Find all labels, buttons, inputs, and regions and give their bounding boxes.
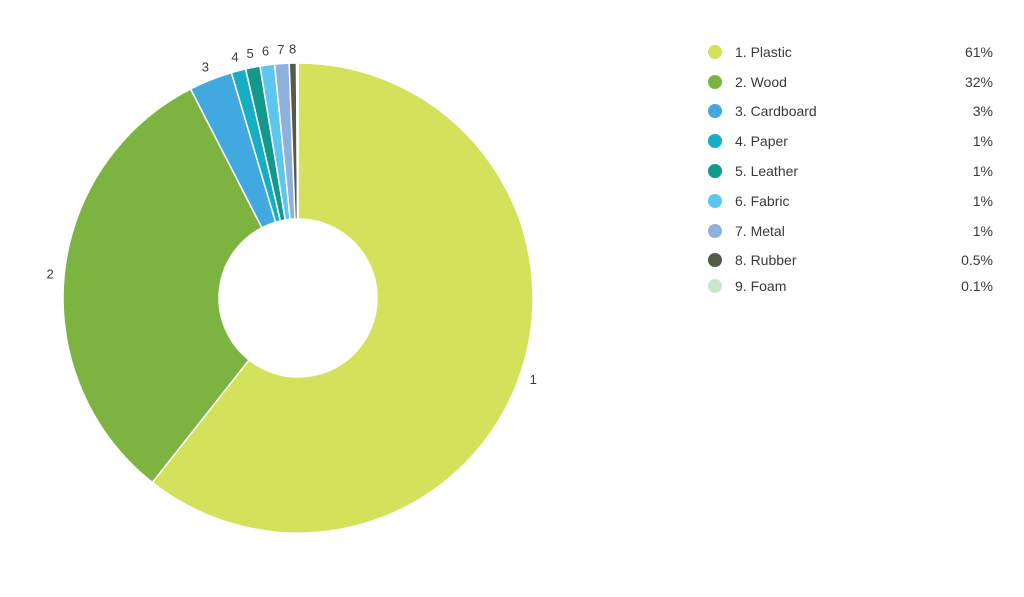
legend-item: 4. Paper 1% (705, 126, 993, 156)
legend-item: 2. Wood 32% (705, 67, 993, 97)
legend-value: 1% (972, 192, 993, 209)
legend-swatch (708, 279, 722, 294)
slice-labels: 1 2 3 4 5 6 7 8 (47, 42, 537, 388)
legend-label: 7. Metal (735, 222, 785, 239)
legend-swatch (708, 223, 722, 238)
legend-swatch (708, 74, 722, 89)
donut-slices (62, 62, 534, 534)
legend-label: 9. Foam (735, 278, 787, 295)
slice-label: 7 (277, 42, 284, 57)
legend-label: 2. Wood (735, 73, 787, 90)
legend-item: 9. Foam 0.1% (705, 275, 993, 297)
slice-label: 1 (530, 372, 537, 387)
legend-value: 32% (964, 73, 993, 90)
legend: 1. Plastic 61% 2. Wood 32% 3. Cardboard 3% 4. … (705, 37, 993, 297)
legend-item: 6. Fabric 1% (705, 186, 993, 216)
legend-value: 0.1% (961, 278, 993, 295)
legend-item: 7. Metal 1% (705, 216, 993, 246)
legend-swatch (708, 164, 722, 179)
legend-item: 8. Rubber 0.5% (705, 246, 993, 276)
slice-label: 3 (202, 59, 209, 74)
legend-item: 5. Leather 1% (705, 156, 993, 186)
legend-swatch (708, 104, 722, 119)
legend-swatch (708, 44, 722, 59)
legend-item: 3. Cardboard 3% (705, 97, 993, 127)
legend-value: 61% (964, 43, 993, 60)
slice (62, 87, 263, 484)
donut-chart: 1 2 3 4 5 6 7 8 (47, 42, 537, 534)
slice (295, 62, 299, 220)
legend-item: 1. Plastic 61% (705, 37, 993, 67)
slice-label: 6 (262, 44, 269, 59)
legend-label: 3. Cardboard (735, 103, 817, 120)
legend-value: 1% (972, 163, 993, 180)
legend-label: 5. Leather (735, 163, 799, 180)
legend-swatch (708, 134, 722, 149)
legend-value: 1% (972, 222, 993, 239)
slice-label: 5 (246, 46, 253, 61)
legend-swatch (708, 253, 722, 268)
legend-value: 0.5% (961, 252, 993, 269)
legend-value: 3% (972, 103, 993, 120)
legend-label: 1. Plastic (735, 43, 792, 60)
slice-label: 8 (289, 42, 296, 57)
legend-label: 4. Paper (735, 133, 788, 150)
legend-value: 1% (972, 133, 993, 150)
legend-label: 6. Fabric (735, 192, 790, 209)
legend-swatch (708, 193, 722, 208)
slice (151, 62, 534, 534)
legend-label: 8. Rubber (735, 252, 797, 269)
slice-label: 4 (231, 50, 238, 65)
slice-label: 2 (47, 266, 54, 281)
